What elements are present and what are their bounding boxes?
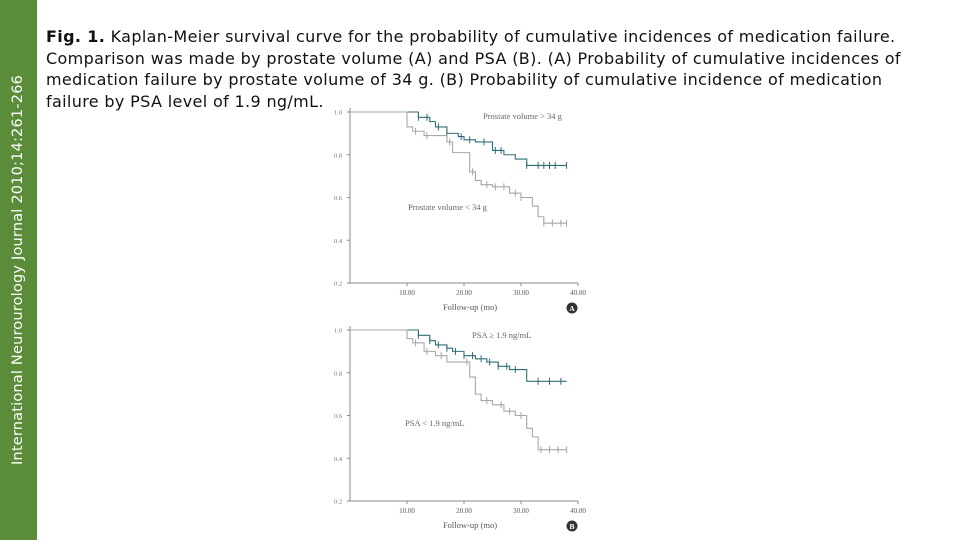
x-tick-label: 30.00: [513, 507, 529, 515]
panel-label: B: [569, 522, 574, 531]
x-tick-label: 20.00: [456, 507, 472, 515]
y-tick-label: 0.4: [334, 456, 343, 463]
x-axis-label: Follow-up (mo): [443, 302, 497, 312]
panel-label: A: [569, 304, 575, 313]
journal-citation: International Neurourology Journal 2010;…: [10, 74, 26, 466]
x-tick-label: 20.00: [456, 289, 472, 297]
km-curve-series-0: [350, 329, 567, 382]
x-tick-label: 10.00: [399, 289, 415, 297]
y-tick-label: 0.8: [334, 152, 342, 159]
y-tick-label: 1.0: [334, 328, 342, 335]
y-tick-label: 0.4: [334, 238, 343, 245]
km-chart-prostate-volume: 0.2 0.4 0.6 0.8 1.0 10.00 20.00 30.00 40.00 Follo…: [334, 108, 586, 314]
caption-text: Kaplan-Meier survival curve for the prob…: [46, 27, 901, 111]
x-tick-label: 40.00: [570, 507, 586, 515]
series-label-0: Prostate volume > 34 g: [483, 111, 563, 121]
km-curve-series-1: [350, 111, 567, 224]
y-tick-label: 0.8: [334, 370, 342, 377]
km-chart-psa: 0.2 0.4 0.6 0.8 1.0 10.00 20.00 30.00 40.00 Follo…: [334, 326, 586, 532]
series-label-1: PSA < 1.9 ng/mL: [405, 418, 465, 428]
km-curve-series-0: [350, 111, 567, 166]
km-curve-series-1: [350, 329, 567, 451]
y-tick-label: 1.0: [334, 110, 342, 117]
figure-caption: Fig. 1. Kaplan-Meier survival curve for …: [46, 26, 936, 112]
x-tick-label: 30.00: [513, 289, 529, 297]
y-tick-label: 0.2: [334, 499, 342, 506]
series-label-1: Prostate volume < 34 g: [408, 202, 488, 212]
panel-badge: [566, 520, 578, 532]
y-tick-label: 0.2: [334, 281, 342, 288]
figure-label: Fig. 1.: [46, 27, 106, 46]
x-axis-label: Follow-up (mo): [443, 520, 497, 530]
journal-sidebar: International Neurourology Journal 2010;…: [0, 0, 37, 540]
panel-badge: [566, 302, 578, 314]
x-tick-label: 40.00: [570, 289, 586, 297]
series-label-0: PSA ≥ 1.9 ng/mL: [472, 330, 531, 340]
y-tick-label: 0.6: [334, 413, 343, 420]
x-tick-label: 10.00: [399, 507, 415, 515]
y-tick-label: 0.6: [334, 195, 343, 202]
